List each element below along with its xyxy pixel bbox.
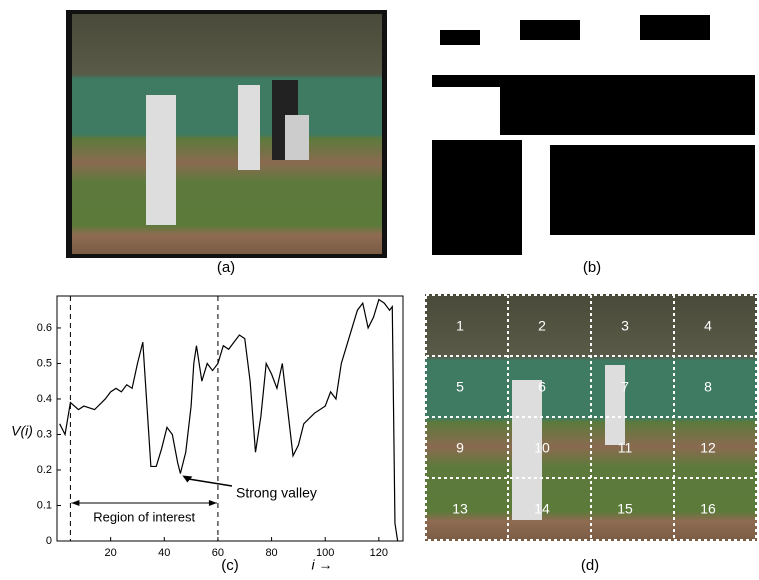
y-tick-label: 0.2: [37, 464, 52, 476]
caption: (d): [581, 557, 599, 574]
photo: [72, 14, 382, 254]
y-tick-label: 0: [46, 535, 52, 547]
region-label: Region of interest: [93, 509, 195, 524]
cell-label: 4: [704, 318, 712, 334]
player: [605, 365, 625, 445]
catcher: [285, 115, 309, 160]
caption: (b): [583, 259, 601, 276]
mask-blob: [500, 85, 755, 135]
page: (a) (b) (d) (c) V(i) i → 123456789101112…: [0, 0, 759, 580]
cell-label: 14: [534, 501, 550, 517]
mask-blob: [440, 30, 480, 45]
y-tick-label: 0.5: [37, 357, 52, 369]
player: [146, 95, 176, 225]
cell-label: 5: [456, 379, 464, 395]
x-tick-label: 40: [158, 547, 170, 559]
cell-label: 13: [452, 501, 468, 517]
y-tick-label: 0.3: [37, 428, 52, 440]
y-axis-label: V(i): [11, 423, 33, 439]
x-tick-label: 20: [105, 547, 117, 559]
cell-label: 1: [456, 318, 464, 334]
data-line: [60, 300, 398, 541]
cell-label: 6: [538, 379, 546, 395]
x-tick-label: 100: [316, 547, 334, 559]
valley-arrow: [185, 479, 232, 486]
cell-label: 7: [621, 379, 629, 395]
cell-label: 3: [621, 318, 629, 334]
cell-label: 11: [618, 440, 633, 456]
y-tick-label: 0.1: [37, 499, 52, 511]
player: [238, 85, 260, 170]
cell-label: 9: [456, 440, 464, 456]
cell-label: 15: [617, 501, 633, 517]
valley-label: Strong valley: [236, 485, 317, 501]
cell-label: 16: [700, 501, 716, 517]
cell-label: 8: [704, 379, 712, 395]
mask-blob: [550, 145, 755, 235]
cell-label: 10: [534, 440, 550, 456]
mask-blob: [520, 20, 580, 40]
x-axis-label: i →: [312, 557, 333, 573]
caption: (c): [221, 557, 239, 574]
mask-blob: [432, 140, 522, 255]
caption: (a): [217, 259, 235, 276]
cell-label: 2: [538, 318, 546, 334]
mask-blob: [640, 15, 710, 40]
figure: (a) (b) (d) (c) V(i) i → 123456789101112…: [0, 0, 759, 580]
y-tick-label: 0.6: [37, 322, 52, 334]
cell-label: 12: [700, 440, 716, 456]
x-tick-label: 60: [212, 547, 224, 559]
x-tick-label: 80: [265, 547, 277, 559]
x-tick-label: 120: [370, 547, 388, 559]
y-tick-label: 0.4: [37, 393, 52, 405]
